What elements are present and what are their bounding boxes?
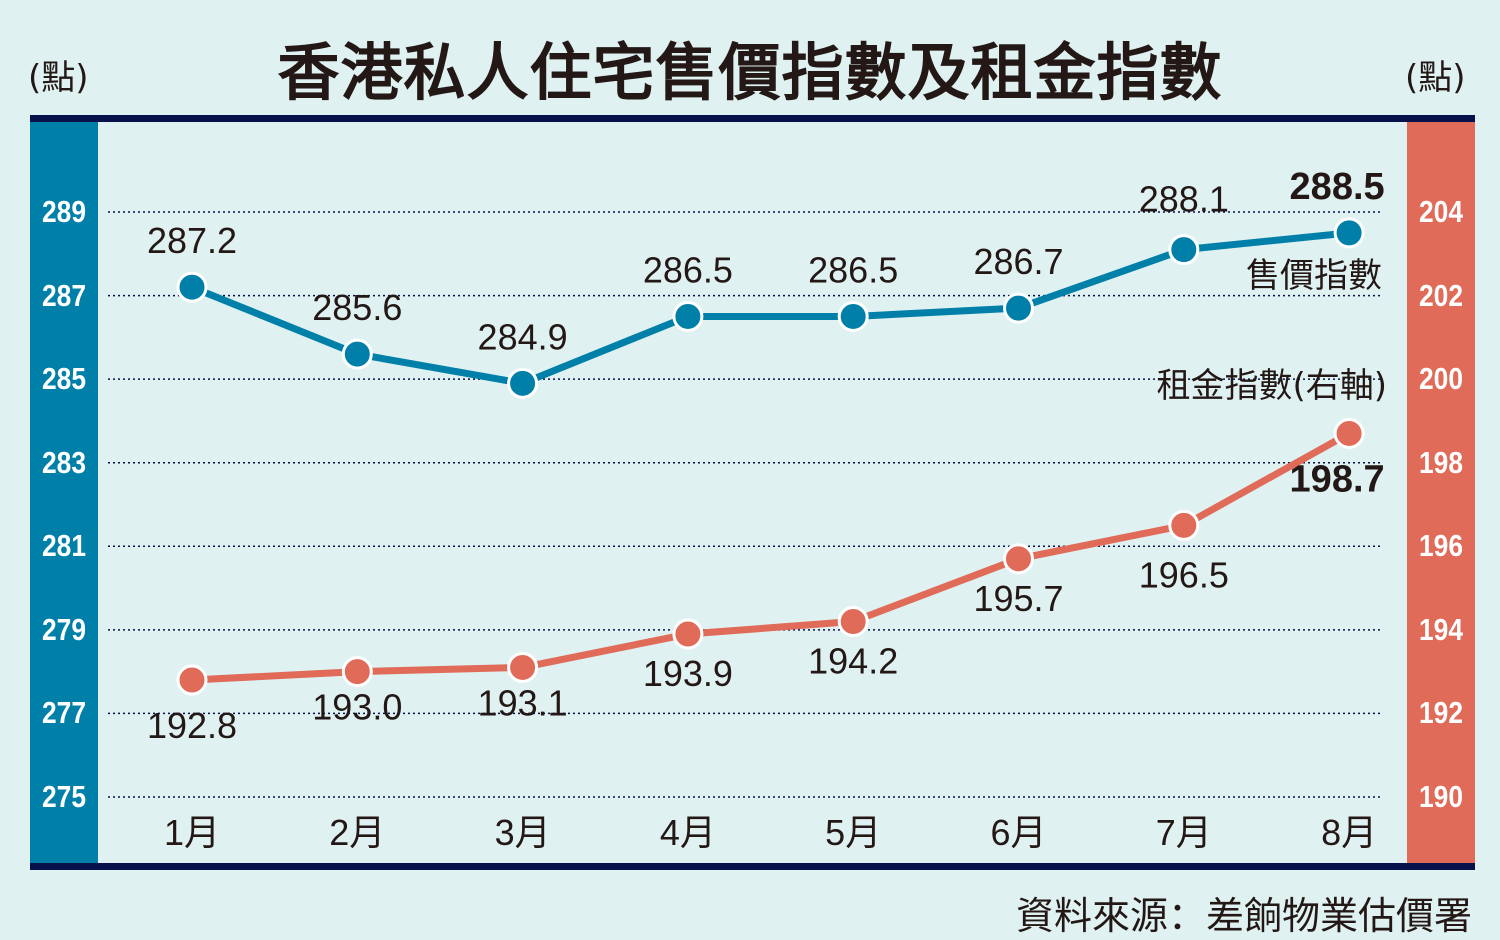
rent-index-data-label: 194.2 (808, 641, 898, 682)
x-axis-label: 4月 (660, 812, 716, 853)
x-axis-label: 3月 (495, 812, 551, 853)
chart-title: 香港私人住宅售價指數及租金指數 (277, 36, 1223, 109)
x-axis-label: 1月 (164, 812, 220, 853)
right-axis-tick: 192 (1419, 695, 1463, 731)
sale-index-line (190, 229, 1350, 387)
left-axis-tick: 289 (42, 194, 86, 229)
left-axis-tick: 279 (42, 611, 86, 647)
x-axis-label: 8月 (1321, 812, 1377, 853)
rent-index-data-label: 192.8 (147, 705, 237, 746)
rent-index-marker (341, 656, 373, 688)
sale-index-marker (1003, 292, 1034, 324)
right-axis-tick: 198 (1419, 444, 1463, 480)
rent-index-data-label: 193.1 (478, 682, 568, 723)
rent-index-marker (837, 606, 869, 637)
sale-index-marker (837, 300, 869, 332)
rent-index-line (191, 430, 1351, 684)
sale-index-data-label: 288.1 (1139, 179, 1229, 220)
right-axis-tick: 202 (1419, 277, 1463, 313)
x-axis-label: 7月 (1156, 812, 1212, 853)
right-axis-tick: 190 (1419, 779, 1463, 814)
sale-index-marker (176, 271, 208, 303)
frame-top-rule (30, 115, 1475, 122)
frame-bottom-rule (30, 863, 1475, 870)
sale-index-marker (672, 300, 704, 332)
legend-sale-index: 售價指數 (1246, 256, 1382, 296)
sale-index-marker (341, 338, 373, 370)
sale-index-data-label: 286.7 (973, 241, 1063, 282)
sale-index-data-label: 284.9 (478, 316, 568, 357)
left-axis-unit: (點) (28, 58, 89, 98)
rent-index-marker (1168, 509, 1200, 541)
left-axis-band (30, 122, 98, 863)
right-axis-tick: 200 (1419, 361, 1463, 397)
sale-index-data-label: 286.5 (643, 249, 733, 290)
x-axis-label: 6月 (990, 812, 1046, 853)
x-axis-label: 5月 (825, 812, 881, 853)
right-axis-tick: 194 (1419, 611, 1463, 647)
rent-index-data-label: 198.7 (1290, 458, 1385, 500)
sale-index-data-label: 286.5 (808, 249, 898, 290)
rent-index-marker (1333, 417, 1365, 449)
rent-index-data-label: 195.7 (973, 578, 1063, 619)
legend-rent-index: 租金指數(右軸) (1156, 366, 1387, 406)
left-axis-tick: 281 (42, 528, 86, 564)
sale-index-marker (1333, 217, 1365, 249)
left-axis-tick: 277 (42, 695, 86, 731)
right-axis-unit: (點) (1405, 58, 1466, 98)
rent-index-marker (507, 651, 539, 683)
source-note: 資料來源：差餉物業估價署 (1015, 894, 1472, 938)
sale-index-data-label: 288.5 (1290, 166, 1385, 208)
rent-index-data-label: 193.0 (312, 687, 402, 728)
x-axis-label: 2月 (329, 812, 385, 853)
rent-index-data-label: 196.5 (1139, 554, 1229, 595)
right-axis-tick: 204 (1419, 194, 1463, 229)
left-axis-tick: 287 (42, 277, 86, 313)
sale-index-marker (1168, 234, 1200, 266)
left-axis-tick: 275 (42, 779, 86, 814)
rent-index-marker (672, 618, 704, 650)
left-axis-tick: 285 (42, 361, 86, 397)
right-axis-tick: 196 (1419, 528, 1463, 564)
rent-index-data-label: 193.9 (643, 653, 733, 694)
left-axis-tick: 283 (42, 444, 86, 480)
right-axis-band (1407, 122, 1475, 863)
sale-index-data-label: 287.2 (147, 220, 237, 261)
sale-index-marker (507, 367, 539, 399)
rent-index-marker (176, 664, 208, 696)
sale-index-data-label: 285.6 (312, 287, 402, 328)
rent-index-marker (1003, 543, 1034, 575)
